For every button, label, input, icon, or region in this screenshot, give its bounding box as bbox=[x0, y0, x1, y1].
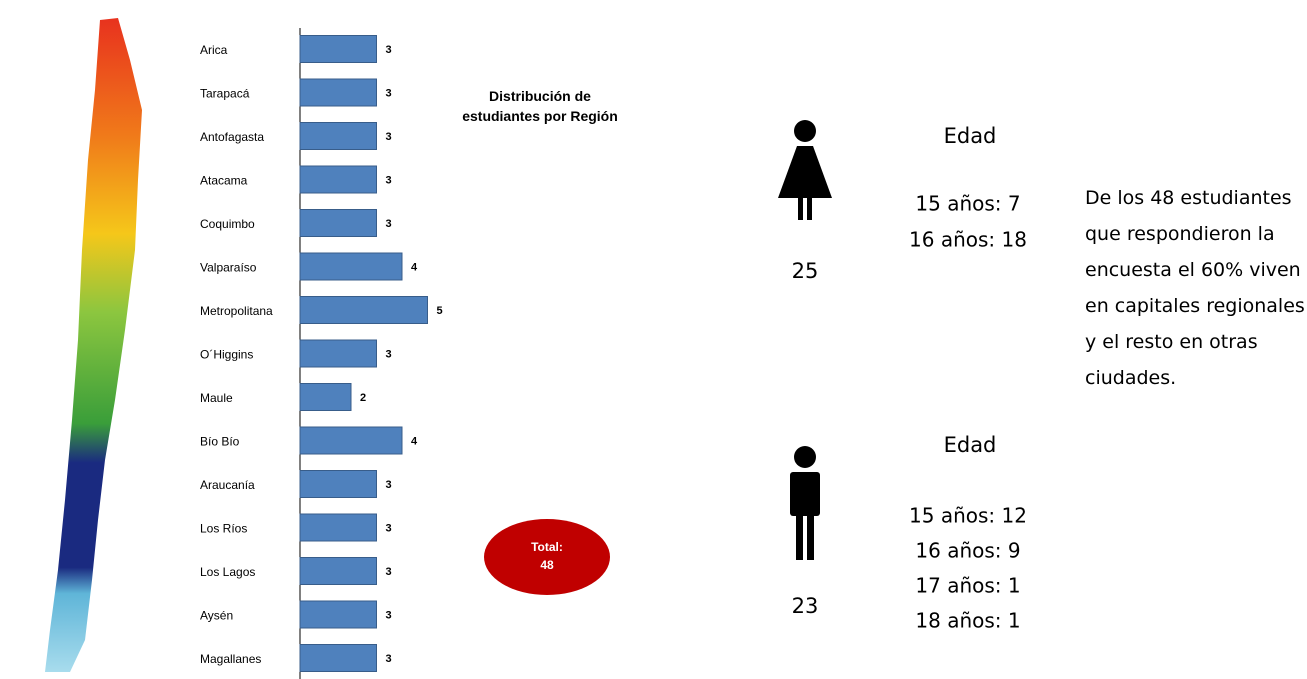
value-label: 3 bbox=[386, 653, 392, 665]
category-label: Los Lagos bbox=[200, 565, 255, 579]
category-label: Coquimbo bbox=[200, 217, 255, 231]
age-line: 15 años: 12 bbox=[909, 504, 1027, 528]
value-label: 5 bbox=[437, 305, 443, 317]
category-label: Antofagasta bbox=[200, 130, 264, 144]
chart-title: Distribución de estudiantes por Región bbox=[462, 88, 618, 124]
male-count: 23 bbox=[792, 594, 819, 618]
value-label: 2 bbox=[360, 392, 366, 404]
age-line: 16 años: 18 bbox=[909, 228, 1027, 252]
category-label: Atacama bbox=[200, 174, 248, 188]
category-label: Arica bbox=[200, 43, 228, 57]
male-icon bbox=[790, 446, 820, 560]
bar bbox=[299, 644, 377, 672]
bar bbox=[299, 426, 403, 455]
bar bbox=[299, 383, 352, 411]
total-badge bbox=[484, 519, 610, 595]
total-label: Total: bbox=[531, 540, 563, 554]
value-label: 3 bbox=[386, 522, 392, 534]
female-icon bbox=[778, 120, 832, 220]
category-label: Maule bbox=[200, 391, 233, 405]
bar bbox=[299, 600, 377, 629]
value-label: 4 bbox=[411, 435, 418, 447]
bar bbox=[299, 557, 377, 585]
value-label: 3 bbox=[386, 566, 392, 578]
category-label: Araucanía bbox=[200, 478, 255, 492]
value-label: 3 bbox=[386, 131, 392, 143]
category-label: Los Ríos bbox=[200, 522, 247, 536]
note-box: De los 48 estudiantes que respondieron l… bbox=[1085, 187, 1305, 389]
bar bbox=[299, 165, 377, 194]
bar bbox=[299, 470, 377, 498]
age-line: 18 años: 1 bbox=[915, 609, 1020, 633]
value-label: 3 bbox=[386, 44, 392, 56]
map bbox=[45, 18, 142, 672]
value-label: 3 bbox=[386, 174, 392, 186]
note-text: De los 48 estudiantes que respondieron l… bbox=[1085, 187, 1305, 389]
age-line: 15 años: 7 bbox=[915, 192, 1020, 216]
age-line: 17 años: 1 bbox=[915, 574, 1020, 598]
age-line: 16 años: 9 bbox=[915, 539, 1020, 563]
category-label: Aysén bbox=[200, 609, 233, 623]
total-value: 48 bbox=[540, 558, 554, 572]
bar bbox=[299, 78, 377, 107]
bar bbox=[299, 209, 377, 237]
category-label: Metropolitana bbox=[200, 304, 273, 318]
category-label: Bío Bío bbox=[200, 435, 240, 449]
female-count: 25 bbox=[792, 259, 819, 283]
bar bbox=[299, 339, 377, 368]
value-label: 3 bbox=[386, 348, 392, 360]
bar bbox=[299, 252, 403, 281]
chart-title-box: Distribución de estudiantes por Región bbox=[462, 88, 618, 124]
category-label: Magallanes bbox=[200, 652, 261, 666]
value-label: 3 bbox=[386, 479, 392, 491]
bar bbox=[299, 296, 428, 324]
bar bbox=[299, 122, 377, 150]
value-label: 4 bbox=[411, 261, 418, 273]
category-label: Valparaíso bbox=[200, 261, 257, 275]
category-label: Tarapacá bbox=[200, 87, 250, 101]
category-label: O´Higgins bbox=[200, 348, 253, 362]
value-label: 3 bbox=[386, 87, 392, 99]
male-age-title: Edad bbox=[944, 433, 997, 457]
value-label: 3 bbox=[386, 218, 392, 230]
female-age-title: Edad bbox=[944, 124, 997, 148]
bar bbox=[299, 35, 377, 63]
bar bbox=[299, 513, 377, 542]
value-label: 3 bbox=[386, 609, 392, 621]
